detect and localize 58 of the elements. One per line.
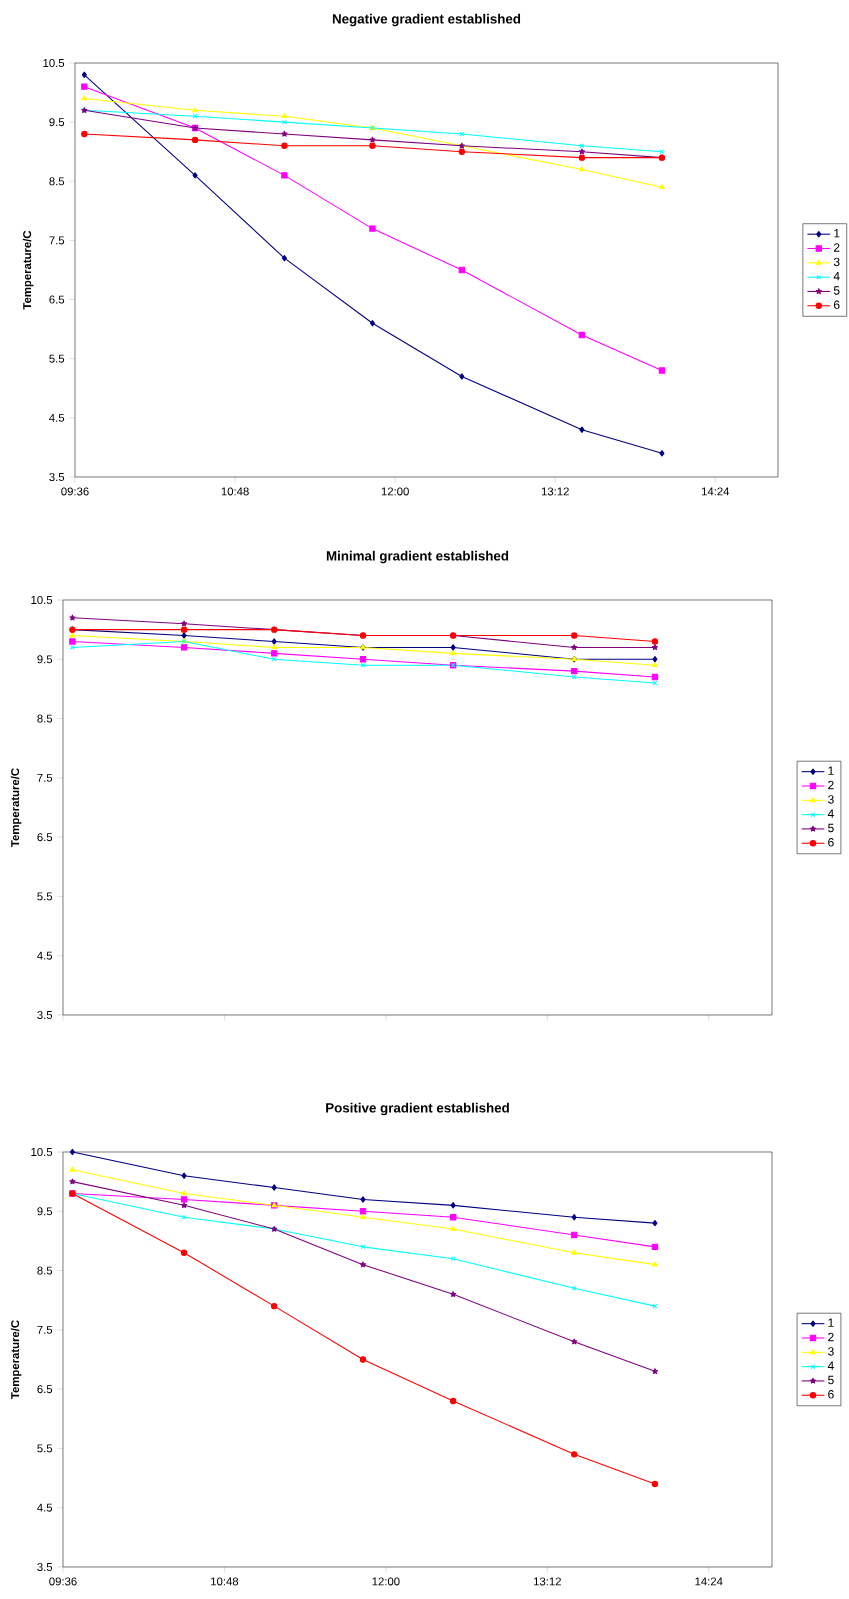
legend-label: 2 [833,243,840,252]
y-tick-label: 3.5 [37,1562,53,1571]
y-tick-label: 10.5 [31,595,53,604]
legend-label: 5 [828,1375,834,1385]
y-tick-label: 10.5 [31,1147,53,1156]
y-tick-label: 8.5 [37,714,53,723]
y-tick-label: 6.5 [37,833,53,842]
legend-label: 6 [828,1390,834,1399]
x-tick-label: 14:24 [701,487,730,496]
y-tick-label: 3.5 [49,472,65,481]
legend-label: 4 [833,272,840,281]
x-tick-label: 12:00 [372,1577,400,1586]
x-tick-label: 13:12 [541,487,569,496]
x-tick-label: 14:24 [695,1577,723,1586]
legend-label: 1 [834,229,840,238]
legend-label: 1 [828,1318,834,1327]
chart-title: Minimal gradient established [326,550,509,564]
y-tick-label: 3.5 [37,1010,53,1019]
y-tick-label: 9.5 [37,1207,53,1216]
y-tick-label: 5.5 [49,354,65,363]
y-tick-label: 5.5 [37,1444,53,1453]
x-tick-label: 09:36 [61,487,89,496]
y-tick-label: 8.5 [49,177,65,186]
y-tick-label: 7.5 [37,1325,53,1334]
legend-label: 5 [833,286,840,295]
y-tick-label: 10.5 [43,59,65,68]
x-tick-label: 10:48 [221,487,249,496]
legend-label: 2 [828,780,834,790]
y-tick-label: 6.5 [49,295,65,304]
y-axis-title: Temperature/C [10,1320,22,1399]
y-tick-label: 8.5 [37,1266,53,1275]
legend-label: 6 [833,300,840,310]
y-axis-title: Temperature/C [10,768,22,847]
legend-label: 3 [833,257,840,267]
y-tick-label: 7.5 [49,236,65,245]
x-tick-label: 12:00 [381,487,409,496]
x-tick-label: 09:36 [49,1577,77,1586]
legend-label: 3 [828,1347,834,1356]
y-tick-label: 4.5 [49,413,65,422]
legend-label: 5 [828,823,834,833]
legend-label: 6 [828,838,834,847]
y-tick-label: 7.5 [37,773,53,782]
x-tick-label: 10:48 [211,1577,239,1586]
x-tick-label: 13:12 [534,1577,561,1586]
y-tick-label: 4.5 [37,951,53,960]
chart-title: Positive gradient established [326,1102,509,1116]
y-tick-label: 9.5 [49,118,65,127]
chart-title: Negative gradient established [332,13,521,27]
legend-label: 3 [828,795,834,804]
y-tick-label: 6.5 [37,1385,53,1394]
y-tick-label: 9.5 [37,655,53,664]
y-axis-title: Temperature/C [22,230,34,310]
legend-label: 1 [828,766,834,775]
y-tick-label: 5.5 [37,892,53,901]
legend-label: 4 [827,1361,834,1370]
legend-label: 4 [827,809,834,818]
y-tick-label: 4.5 [37,1503,53,1512]
legend-label: 2 [828,1332,834,1342]
